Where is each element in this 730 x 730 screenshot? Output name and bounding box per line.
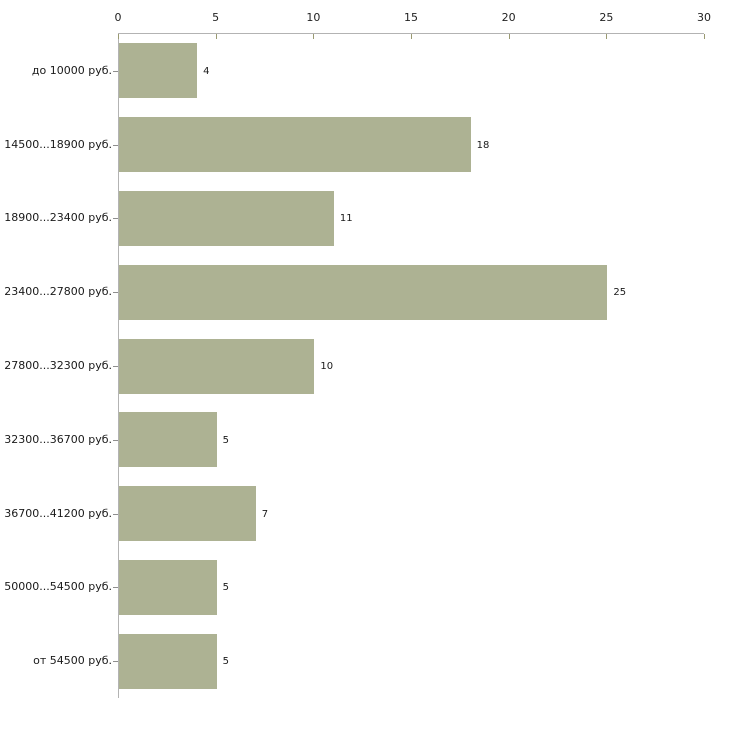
category-label: от 54500 руб. [33, 654, 112, 668]
category-label: 50000...54500 руб. [4, 580, 112, 594]
bar[interactable] [119, 559, 217, 615]
bar-value-label: 7 [261, 508, 269, 520]
bar-value-label: 11 [339, 213, 353, 225]
x-axis-tick [118, 34, 119, 39]
category-label: 18900...23400 руб. [4, 211, 112, 225]
x-axis-tick-label: 0 [114, 11, 122, 24]
category-label: 14500...18900 руб. [4, 137, 112, 151]
y-axis-tick [113, 71, 118, 72]
x-axis-tick [215, 34, 217, 39]
x-axis-tick-label: 30 [697, 11, 711, 24]
y-axis-tick [113, 587, 118, 588]
x-axis-tick [704, 34, 705, 39]
bar[interactable] [119, 264, 608, 320]
bar-value-label: 5 [222, 434, 230, 446]
y-axis-tick [113, 218, 118, 219]
y-axis-tick [113, 514, 118, 515]
x-axis-tick-label: 5 [212, 11, 220, 24]
y-axis-tick [113, 366, 118, 367]
category-label: 23400...27800 руб. [4, 285, 112, 299]
y-axis-tick [113, 440, 118, 441]
bar[interactable] [119, 412, 217, 468]
x-axis-tick-label: 15 [404, 11, 418, 24]
y-axis-tick [113, 145, 118, 146]
y-axis-tick [113, 292, 118, 293]
y-axis-tick [113, 661, 118, 662]
x-axis-tick-label: 25 [599, 11, 614, 24]
x-axis-tick [508, 34, 510, 39]
bar-value-label: 5 [222, 656, 230, 668]
category-label: 27800...32300 руб. [4, 359, 112, 372]
x-axis-tick [411, 34, 412, 39]
x-axis-tick [606, 34, 608, 39]
bar[interactable] [119, 43, 198, 99]
x-axis-line [118, 33, 704, 34]
bar[interactable] [119, 486, 256, 542]
x-axis-tick-label: 10 [306, 11, 321, 24]
bar[interactable] [119, 633, 217, 689]
bar[interactable] [119, 117, 471, 173]
bar-value-label: 10 [320, 361, 334, 372]
bar-value-label: 5 [222, 582, 230, 594]
bar[interactable] [119, 338, 315, 394]
bar-value-label: 25 [613, 287, 627, 299]
bar-value-label: 4 [203, 65, 210, 77]
x-axis-tick [313, 34, 315, 39]
category-label: до 10000 руб. [31, 63, 112, 77]
category-label: 36700...41200 руб. [4, 506, 112, 520]
bar[interactable] [119, 190, 334, 246]
y-axis-line [118, 33, 119, 698]
bar-value-label: 18 [476, 139, 490, 151]
x-axis-tick-label: 20 [501, 11, 516, 24]
category-label: 32300...36700 руб. [4, 432, 112, 446]
